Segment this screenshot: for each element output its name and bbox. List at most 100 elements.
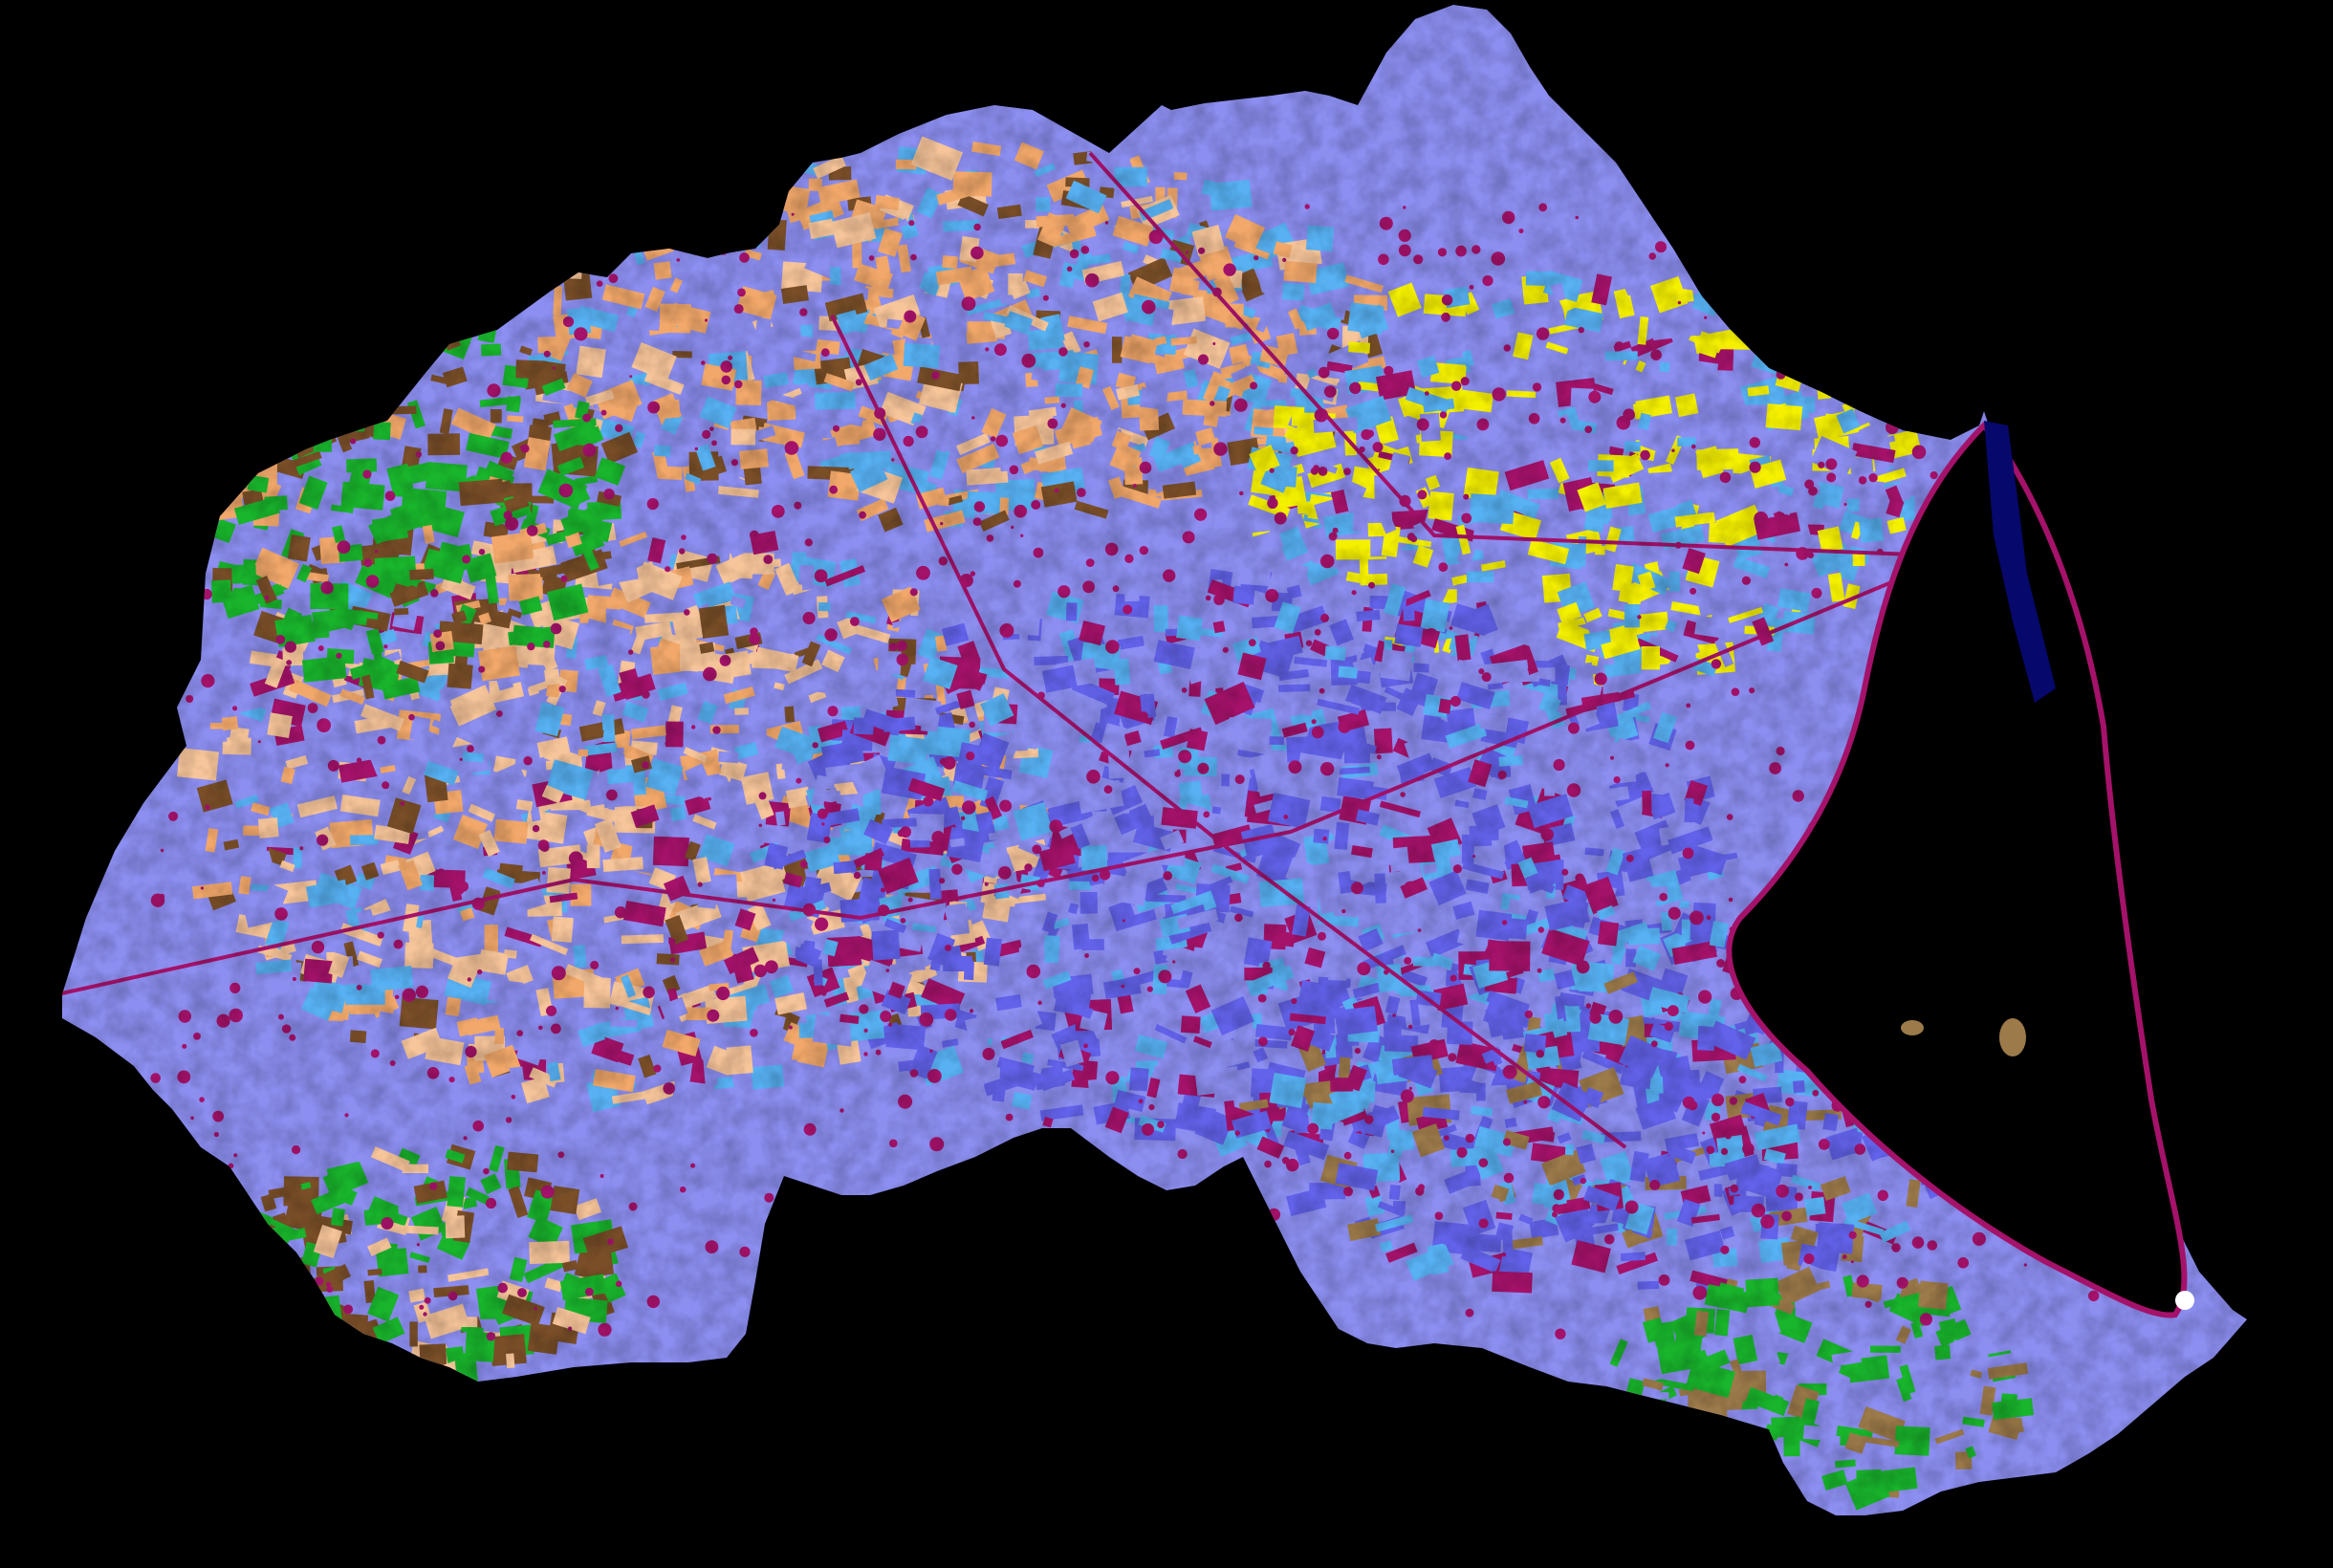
land-cover-patch — [249, 366, 271, 397]
urban-speck — [175, 1257, 187, 1270]
urban-speck — [1221, 1275, 1230, 1285]
urban-speck — [1105, 1246, 1116, 1255]
land-cover-patch — [273, 1284, 297, 1311]
land-cover-patch — [1716, 1475, 1744, 1502]
urban-speck — [296, 202, 303, 208]
land-cover-patch — [1687, 1461, 1702, 1476]
urban-speck — [209, 1297, 218, 1306]
urban-speck — [1792, 342, 1801, 353]
land-cover-patch — [1832, 359, 1871, 391]
land-cover-patch — [636, 210, 652, 221]
urban-speck — [1182, 1274, 1187, 1279]
urban-speck — [2046, 431, 2055, 440]
land-cover-patch — [1731, 1442, 1778, 1476]
urban-speck — [2049, 208, 2058, 217]
urban-speck — [2039, 426, 2043, 429]
urban-speck — [222, 381, 231, 391]
land-cover-patch — [1632, 1417, 1662, 1435]
urban-speck — [388, 267, 398, 277]
urban-speck — [1943, 246, 1953, 257]
land-cover-patch — [347, 307, 396, 342]
urban-speck — [2017, 214, 2024, 222]
land-cover-patch — [365, 376, 396, 411]
land-cover-patch — [634, 227, 660, 253]
island — [1999, 1018, 2026, 1056]
land-cover-patch — [287, 377, 328, 395]
urban-speck — [233, 207, 247, 221]
land-cover-patch — [1791, 348, 1830, 368]
urban-speck — [2079, 496, 2085, 503]
land-cover-patch — [209, 410, 234, 425]
land-cover-patch — [240, 417, 261, 439]
urban-speck — [550, 272, 559, 281]
urban-speck — [1939, 265, 1945, 271]
land-cover-patch — [1767, 326, 1797, 354]
urban-speck — [1212, 1299, 1227, 1313]
urban-speck — [1775, 202, 1781, 208]
land-cover-patch — [258, 409, 305, 443]
urban-speck — [558, 201, 572, 214]
land-cover-patch — [251, 1266, 274, 1287]
urban-speck — [2094, 316, 2104, 326]
land-cover-patch — [756, 185, 782, 216]
urban-speck — [219, 1273, 225, 1278]
land-cover-patch — [1714, 1426, 1735, 1448]
urban-speck — [1121, 1319, 1135, 1334]
urban-speck — [169, 271, 184, 285]
land-cover-patch — [672, 229, 689, 251]
land-cover-patch — [629, 192, 668, 226]
land-cover-patch — [1741, 285, 1762, 316]
urban-speck — [248, 217, 261, 230]
urban-speck — [155, 771, 162, 776]
urban-speck — [139, 1098, 149, 1108]
land-cover-patch — [695, 174, 739, 213]
urban-speck — [935, 1205, 941, 1209]
urban-speck — [158, 524, 170, 535]
urban-speck — [2058, 268, 2061, 272]
land-cover-patch — [324, 391, 346, 411]
land-cover-patch — [695, 236, 730, 251]
urban-speck — [308, 359, 320, 372]
urban-speck — [160, 577, 170, 588]
urban-speck — [185, 436, 200, 451]
land-cover-patch — [301, 389, 345, 425]
land-cover-patch — [366, 380, 394, 399]
land-cover-patch — [269, 406, 310, 442]
urban-speck — [258, 399, 264, 405]
urban-speck — [617, 187, 628, 200]
urban-speck — [2013, 338, 2017, 342]
land-cover-patch — [316, 1317, 346, 1339]
land-cover-patch — [316, 369, 335, 397]
urban-speck — [1950, 337, 1955, 342]
island — [1901, 1020, 1924, 1035]
urban-speck — [1919, 403, 1930, 412]
urban-speck — [1190, 1325, 1202, 1338]
urban-speck — [2060, 414, 2069, 424]
urban-speck — [2084, 565, 2093, 574]
urban-speck — [1184, 1297, 1191, 1305]
land-cover-patch — [1779, 322, 1810, 358]
urban-speck — [357, 399, 371, 413]
urban-speck — [891, 1278, 895, 1282]
urban-speck — [194, 1162, 207, 1175]
land-cover-patch — [1723, 313, 1751, 323]
urban-speck — [1862, 403, 1870, 411]
urban-speck — [154, 1166, 162, 1174]
urban-speck — [987, 1187, 995, 1196]
land-cover-patch — [1807, 362, 1833, 377]
urban-speck — [1218, 1281, 1232, 1296]
urban-speck — [1846, 363, 1858, 374]
urban-speck — [1894, 343, 1905, 354]
urban-speck — [318, 357, 334, 372]
urban-speck — [176, 655, 183, 662]
land-cover-patch — [740, 226, 761, 249]
urban-speck — [203, 361, 210, 369]
urban-speck — [1989, 284, 2002, 297]
urban-speck — [339, 272, 344, 277]
urban-speck — [568, 260, 579, 271]
land-cover-patch — [1631, 1408, 1641, 1417]
urban-speck — [1906, 229, 1911, 234]
land-cover-patch — [398, 304, 429, 337]
land-cover-patch — [345, 1338, 380, 1363]
urban-speck — [1784, 296, 1797, 309]
